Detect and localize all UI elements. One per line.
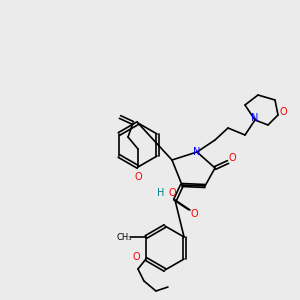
- Text: CH₃: CH₃: [116, 232, 132, 242]
- Text: O: O: [134, 172, 142, 182]
- Text: O: O: [228, 153, 236, 163]
- Text: H: H: [157, 188, 165, 198]
- Text: O: O: [279, 107, 287, 117]
- Text: O: O: [132, 252, 140, 262]
- Text: N: N: [251, 113, 259, 123]
- Text: O: O: [168, 188, 176, 198]
- Text: O: O: [190, 209, 198, 219]
- Text: N: N: [193, 147, 201, 157]
